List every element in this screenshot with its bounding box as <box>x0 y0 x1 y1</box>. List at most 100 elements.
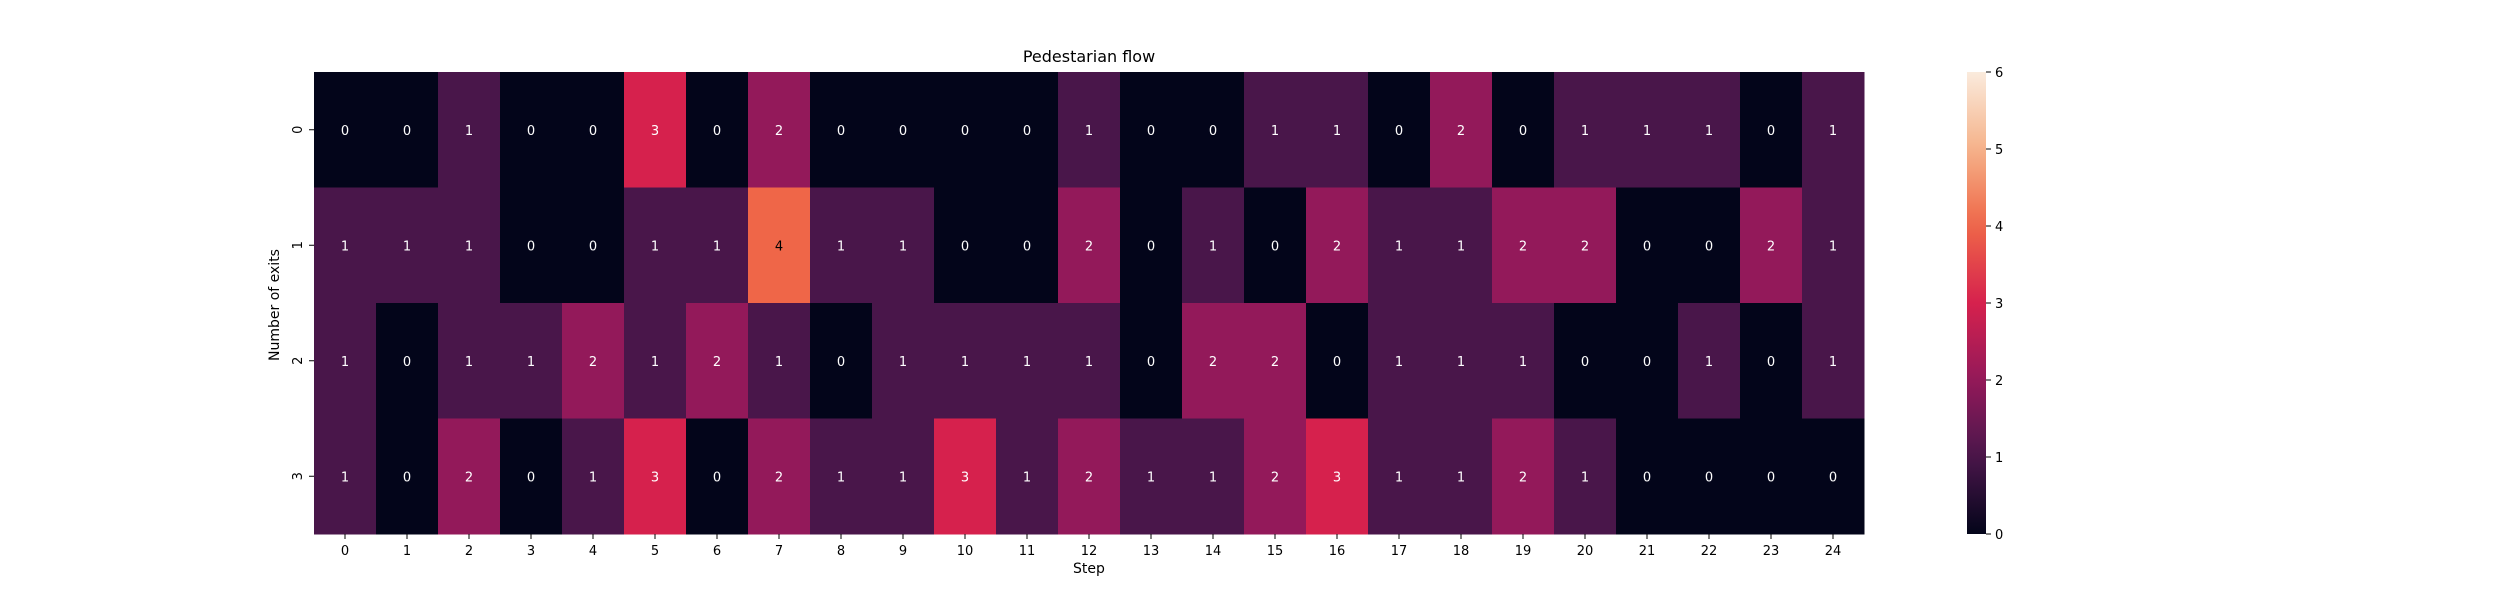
heatmap-cell <box>686 418 749 535</box>
x-tick-label: 13 <box>1143 544 1160 559</box>
heatmap-cell <box>934 187 997 304</box>
cell-value-label: 1 <box>1147 470 1155 485</box>
cell-value-label: 2 <box>1767 239 1775 254</box>
heatmap-cell <box>1492 303 1555 419</box>
x-tick-label: 16 <box>1329 544 1346 559</box>
heatmap-cell <box>996 418 1059 535</box>
colorbar: 0 1 2 3 4 5 6 <box>1967 66 2003 543</box>
heatmap-cell <box>1616 303 1679 419</box>
cell-value-label: 1 <box>403 239 411 254</box>
heatmap-cell <box>624 187 687 304</box>
cell-value-label: 2 <box>1209 355 1217 370</box>
cell-value-label: 1 <box>961 355 969 370</box>
cell-value-label: 1 <box>465 124 473 139</box>
heatmap-cell <box>1554 303 1617 419</box>
cell-value-label: 0 <box>403 470 411 485</box>
heatmap-cell <box>624 418 687 535</box>
cell-value-label: 0 <box>341 124 349 139</box>
cell-value-label: 1 <box>651 355 659 370</box>
cell-value-label: 1 <box>1705 124 1713 139</box>
cell-value-label: 0 <box>1705 470 1713 485</box>
heatmap-cell <box>1802 72 1865 188</box>
cell-value-label: 1 <box>465 355 473 370</box>
cell-value-label: 2 <box>1085 470 1093 485</box>
heatmap-cell <box>376 72 439 188</box>
cell-value-label: 0 <box>837 124 845 139</box>
cell-value-label: 0 <box>527 239 535 254</box>
heatmap-cell <box>872 418 935 535</box>
heatmap-cell <box>1616 418 1679 535</box>
heatmap-cell <box>1058 303 1121 419</box>
heatmap-cell <box>1430 187 1493 304</box>
heatmap-cell <box>1492 418 1555 535</box>
x-tick-label: 22 <box>1701 544 1718 559</box>
y-tick-label: 3 <box>291 472 306 480</box>
cell-value-label: 1 <box>713 239 721 254</box>
x-tick-label: 1 <box>403 544 411 559</box>
heatmap-cell <box>314 303 377 419</box>
cell-value-label: 0 <box>1767 124 1775 139</box>
cell-value-label: 2 <box>589 355 597 370</box>
cell-value-label: 0 <box>1581 355 1589 370</box>
cell-value-label: 1 <box>1271 124 1279 139</box>
cell-value-label: 0 <box>527 124 535 139</box>
heatmap-cell <box>1492 72 1555 188</box>
cell-value-label: 0 <box>1147 239 1155 254</box>
cell-value-label: 1 <box>1395 239 1403 254</box>
cell-value-label: 0 <box>961 124 969 139</box>
cell-value-label: 4 <box>775 239 783 254</box>
cell-value-label: 0 <box>1333 355 1341 370</box>
heatmap-cell <box>748 418 811 535</box>
heatmap-cell <box>1120 418 1183 535</box>
x-tick-label: 23 <box>1763 544 1780 559</box>
heatmap-cell <box>1306 72 1369 188</box>
colorbar-gradient <box>1967 72 1986 534</box>
heatmap-cell <box>934 303 997 419</box>
heatmap-cell <box>872 303 935 419</box>
cell-value-label: 3 <box>961 470 969 485</box>
heatmap-cell <box>1058 418 1121 535</box>
cell-value-label: 1 <box>1581 124 1589 139</box>
cell-value-label: 1 <box>899 239 907 254</box>
cell-value-label: 1 <box>1519 355 1527 370</box>
heatmap-cell <box>1740 418 1803 535</box>
heatmap-cell <box>1182 418 1245 535</box>
x-tick-label: 2 <box>465 544 473 559</box>
heatmap-cell <box>376 418 439 535</box>
x-tick-label: 24 <box>1825 544 1842 559</box>
cell-value-label: 1 <box>1085 124 1093 139</box>
heatmap-cell <box>1120 72 1183 188</box>
heatmap-cell <box>1802 303 1865 419</box>
cell-value-label: 2 <box>775 124 783 139</box>
y-tick-label: 0 <box>291 126 306 134</box>
cell-value-label: 1 <box>1457 355 1465 370</box>
cell-value-label: 0 <box>1147 355 1155 370</box>
cell-value-label: 0 <box>899 124 907 139</box>
cell-value-label: 0 <box>837 355 845 370</box>
heatmap-cell <box>1740 187 1803 304</box>
heatmap-cell <box>1740 72 1803 188</box>
heatmap-cell <box>1182 72 1245 188</box>
heatmap-cell <box>500 418 563 535</box>
heatmap-cell <box>1306 303 1369 419</box>
x-tick-label: 3 <box>527 544 535 559</box>
heatmap-cell <box>1244 187 1307 304</box>
heatmap-cell <box>624 303 687 419</box>
x-axis: 0 1 2 3 4 5 6 7 8 9 10 11 12 13 14 15 16 17 18 19 20 21 22 23 24 <box>341 534 1841 559</box>
x-tick-label: 18 <box>1453 544 1470 559</box>
cell-annotations: 0 0 1 0 0 3 0 2 0 0 0 0 1 0 0 1 1 0 2 0 1 1 1 0 1 1 1 1 0 0 1 1 4 1 1 0 0 2 0 1… <box>341 124 1837 486</box>
cell-value-label: 1 <box>775 355 783 370</box>
cell-value-label: 2 <box>1333 239 1341 254</box>
cell-value-label: 1 <box>1085 355 1093 370</box>
cell-value-label: 0 <box>1829 470 1837 485</box>
heatmap-cell <box>438 303 501 419</box>
cell-value-label: 1 <box>341 239 349 254</box>
cell-value-label: 1 <box>1581 470 1589 485</box>
heatmap-cell <box>748 303 811 419</box>
heatmap-cell <box>810 72 873 188</box>
cell-value-label: 1 <box>899 355 907 370</box>
cell-value-label: 1 <box>1705 355 1713 370</box>
x-tick-label: 17 <box>1391 544 1408 559</box>
heatmap-cell <box>934 72 997 188</box>
heatmap-cell <box>314 418 377 535</box>
